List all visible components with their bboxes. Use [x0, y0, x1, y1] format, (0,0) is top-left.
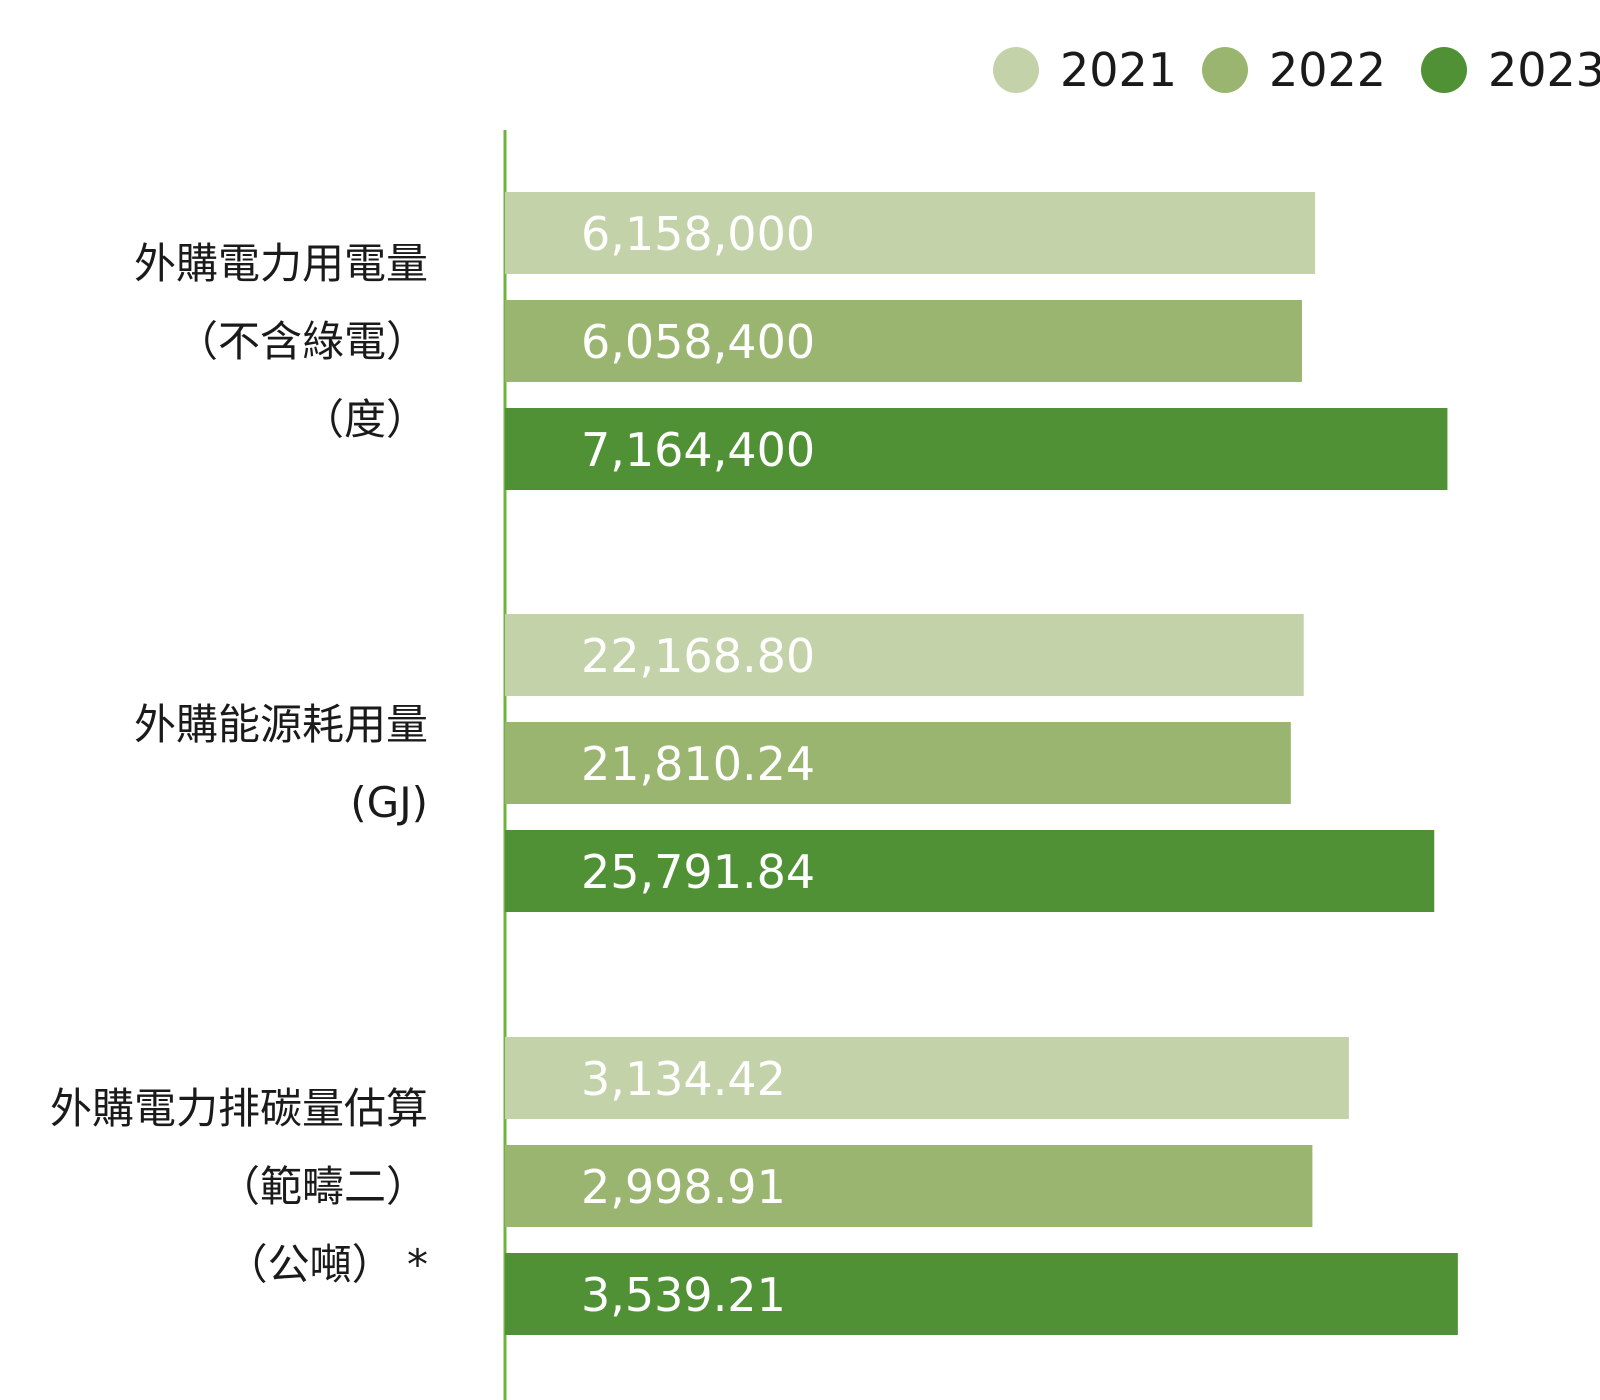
category-label-2-line-2: (GJ) [350, 778, 428, 827]
bar-3-2022 [505, 1145, 1313, 1227]
bar-2-2022 [505, 722, 1291, 804]
bar-value-label-1-2023: 7,164,400 [581, 423, 815, 477]
category-label-1-line-3: （度） [302, 395, 428, 444]
bar-group-3: 3,134.42 2,998.91 3,539.21 外購電力排碳量估算 （範疇二） （公… [50, 1037, 1458, 1335]
bar-groups: 6,158,000 6,058,400 7,164,400 外購電力用電量 （不含綠電）… [50, 192, 1458, 1335]
category-label-1-line-2: （不含綠電） [176, 317, 428, 366]
bar-value-label-1-2021: 6,158,000 [581, 207, 815, 261]
legend-label-2022: 2022 [1269, 43, 1386, 97]
legend: 2021 2022 2023 [993, 43, 1600, 97]
bar-group-1: 6,158,000 6,058,400 7,164,400 外購電力用電量 （不含綠電）… [134, 192, 1448, 490]
bar-value-label-3-2023: 3,539.21 [581, 1268, 786, 1322]
category-label-2-line-1: 外購能源耗用量 [134, 700, 428, 749]
bar-2-2023 [505, 830, 1435, 912]
bar-value-label-3-2021: 3,134.42 [581, 1052, 786, 1106]
category-label-1-line-1: 外購電力用電量 [134, 239, 428, 288]
bar-1-2023 [505, 408, 1448, 490]
bar-group-2: 22,168.80 21,810.24 25,791.84 外購能源耗用量 (GJ) [134, 614, 1435, 912]
legend-swatch-2023 [1421, 47, 1467, 93]
legend-swatch-2022 [1202, 47, 1248, 93]
legend-label-2023: 2023 [1488, 43, 1600, 97]
bar-2-2021 [505, 614, 1304, 696]
legend-swatch-2021 [993, 47, 1039, 93]
bar-1-2021 [505, 192, 1316, 274]
bar-3-2021 [505, 1037, 1349, 1119]
bar-value-label-3-2022: 2,998.91 [581, 1160, 786, 1214]
bar-3-2023 [505, 1253, 1458, 1335]
bar-value-label-1-2022: 6,058,400 [581, 315, 815, 369]
bar-1-2022 [505, 300, 1302, 382]
legend-label-2021: 2021 [1060, 43, 1177, 97]
category-label-3-line-3: （公噸） * [226, 1240, 428, 1289]
bar-value-label-2-2023: 25,791.84 [581, 845, 815, 899]
bar-value-label-2-2022: 21,810.24 [581, 737, 815, 791]
category-label-3-line-2: （範疇二） [218, 1162, 428, 1211]
bar-value-label-2-2021: 22,168.80 [581, 629, 815, 683]
category-label-3-line-1: 外購電力排碳量估算 [50, 1084, 428, 1133]
